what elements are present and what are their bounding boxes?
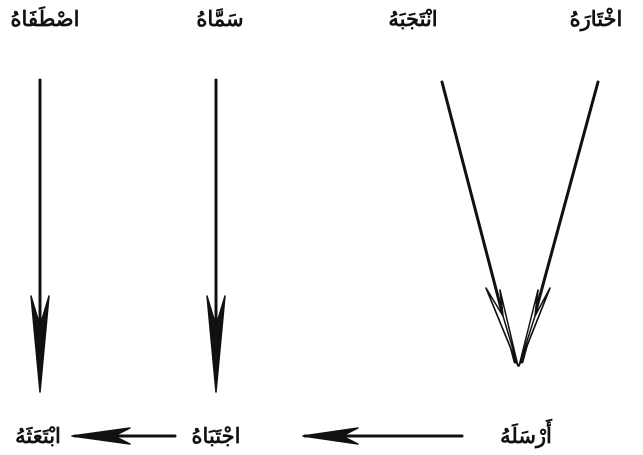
arrowhead-sammahu [206, 295, 226, 393]
word-ijtabahu: اجْتَبَاهُ [191, 423, 241, 448]
word-ibtaathahu: ابْتَعَثَهُ [15, 423, 61, 448]
arrowhead-ibtaathahu [71, 427, 131, 445]
word-sammahu: سَمَّاهُ [196, 6, 244, 31]
word-arsalahu: أَرْسَلَهُ [500, 423, 552, 448]
word-istafahu: اصْطَفَاهُ [10, 6, 80, 31]
arrowhead-left-outline [485, 287, 519, 367]
word-intajabahu: انْتَجَبَهُ [388, 6, 438, 31]
arrowhead-right-outline [518, 287, 551, 367]
arrowhead-istafahu [30, 295, 50, 393]
arrowhead-ijtabahu [302, 427, 359, 445]
word-ikhtarahu: اخْتَارَهُ [569, 6, 623, 31]
